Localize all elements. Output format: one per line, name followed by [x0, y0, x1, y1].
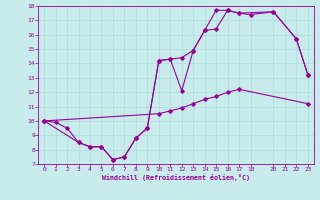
- X-axis label: Windchill (Refroidissement éolien,°C): Windchill (Refroidissement éolien,°C): [102, 174, 250, 181]
